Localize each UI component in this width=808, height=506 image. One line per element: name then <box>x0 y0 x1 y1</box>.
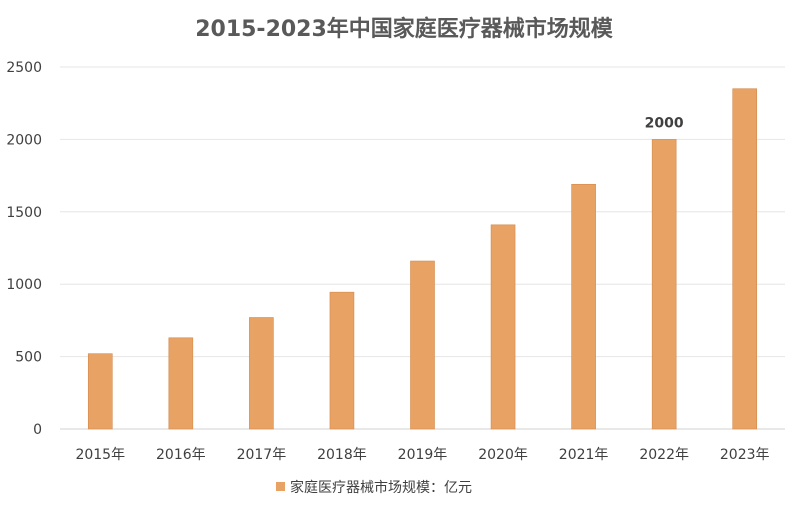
data-label: 2000 <box>645 115 684 131</box>
x-tick-label: 2015年 <box>75 447 125 463</box>
x-tick-label: 2023年 <box>720 447 770 463</box>
y-tick-label: 1000 <box>6 277 42 293</box>
x-tick-label: 2017年 <box>237 447 287 463</box>
legend-label: 家庭医疗器械市场规模：亿元 <box>290 479 472 496</box>
x-tick-label: 2022年 <box>639 447 689 463</box>
y-axis-ticks: 0 500 1000 1500 2000 2500 <box>6 60 42 438</box>
x-tick-label: 2018年 <box>317 447 367 463</box>
y-tick-label: 1500 <box>6 205 42 221</box>
bar <box>651 139 677 430</box>
y-tick-label: 2500 <box>6 60 42 76</box>
x-tick-label: 2020年 <box>478 447 528 463</box>
bar <box>87 353 113 430</box>
y-tick-label: 0 <box>33 422 42 438</box>
x-tick-label: 2019年 <box>398 447 448 463</box>
bar <box>410 260 435 430</box>
bar <box>490 224 516 430</box>
x-axis-ticks: 2015年 2016年 2017年 2018年 2019年 2020年 2021年 2022年… <box>75 447 769 463</box>
bar <box>571 183 596 430</box>
bar <box>732 88 758 430</box>
legend-swatch <box>276 482 285 491</box>
legend: 家庭医疗器械市场规模：亿元 <box>276 479 472 496</box>
bar-series <box>87 88 758 430</box>
y-tick-label: 500 <box>15 350 42 366</box>
data-labels: 2000 <box>645 115 684 131</box>
chart-title: 2015-2023年中国家庭医疗器械市场规模 <box>195 16 614 42</box>
x-tick-label: 2016年 <box>156 447 206 463</box>
y-tick-label: 2000 <box>6 132 42 148</box>
x-tick-label: 2021年 <box>559 447 609 463</box>
bar <box>249 317 274 430</box>
bar <box>168 337 194 430</box>
bar <box>329 291 355 430</box>
